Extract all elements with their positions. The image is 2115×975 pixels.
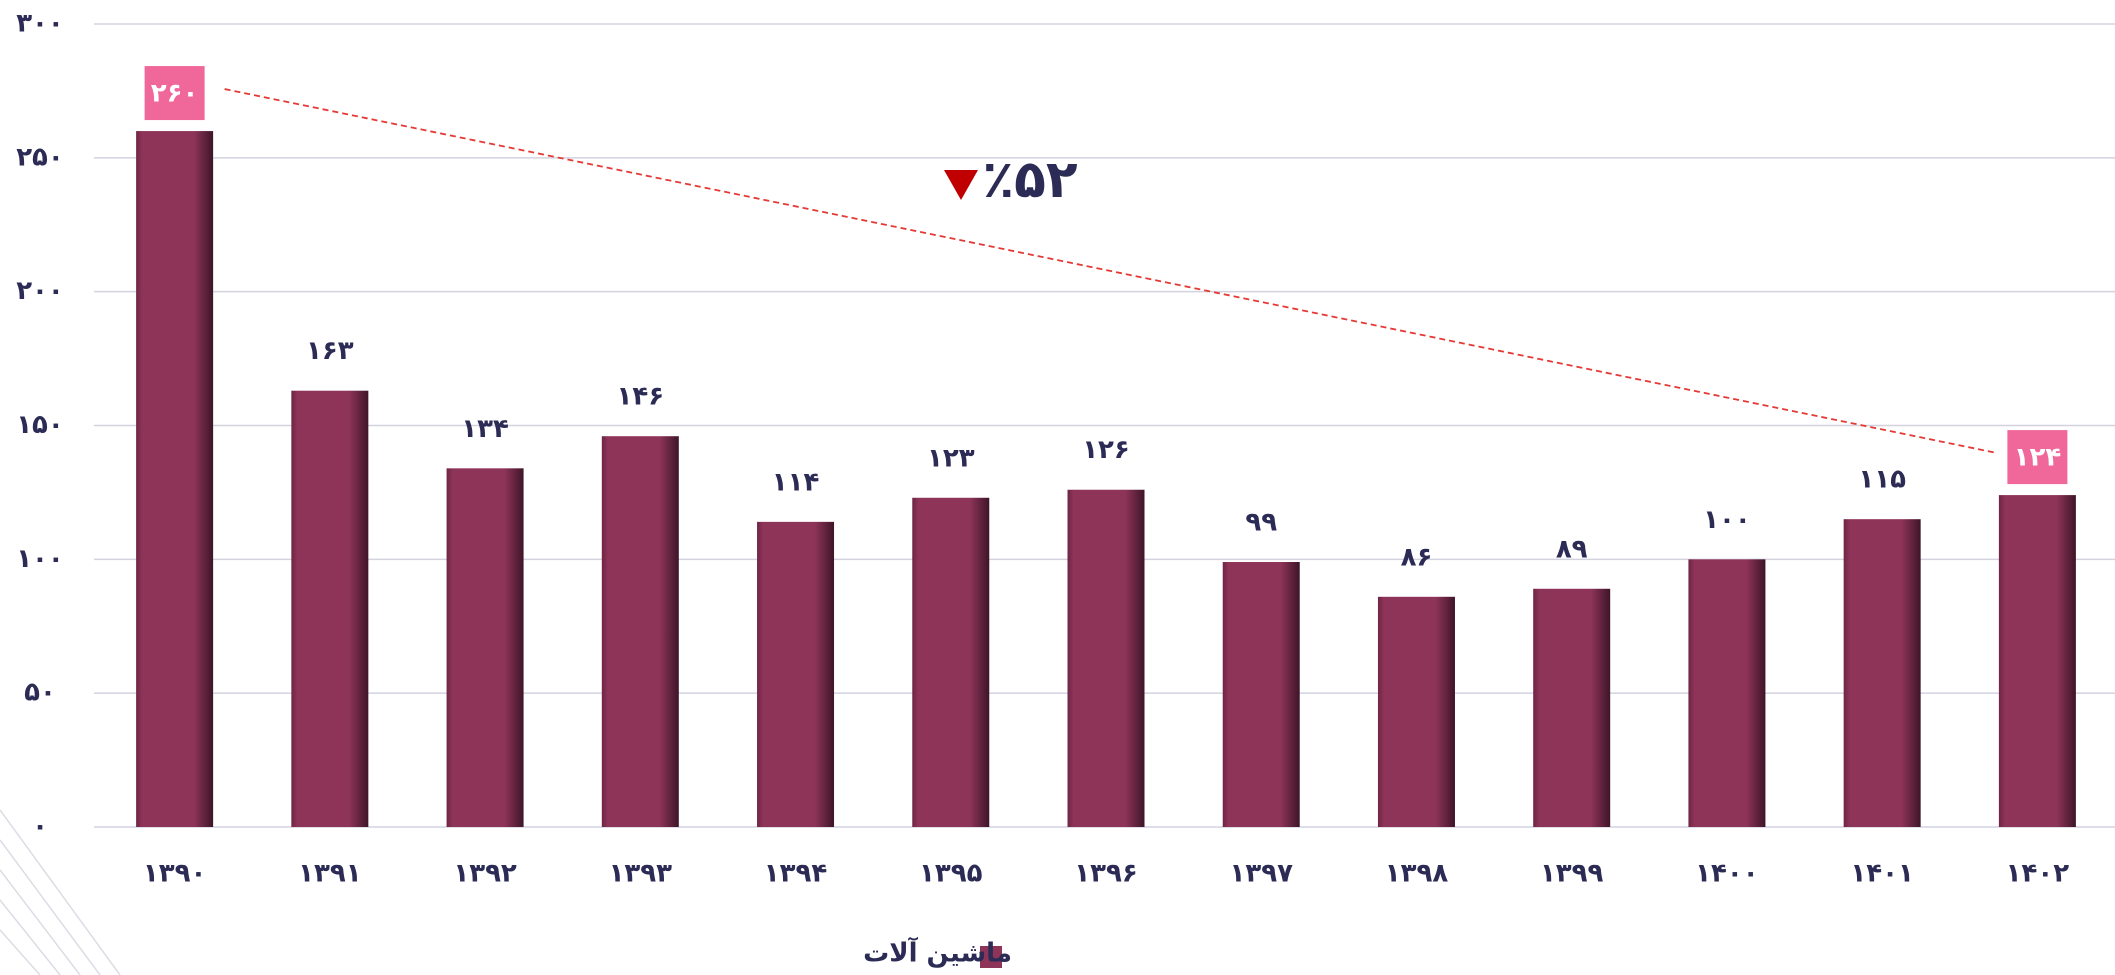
data-label: ۱۰۰ <box>1703 505 1751 535</box>
bar <box>601 436 679 827</box>
x-tick-label: ۱۳۹۸ <box>1385 859 1449 889</box>
data-label: ۱۱۵ <box>1858 465 1906 495</box>
bar <box>291 390 369 827</box>
bar <box>1222 562 1300 827</box>
y-tick-label: ۱۰۰ <box>16 544 64 574</box>
y-tick-label: ۵۰ <box>24 678 56 708</box>
legend-swatch <box>980 946 1002 968</box>
y-tick-label: ۳۰۰ <box>16 9 64 39</box>
x-tick-label: ۱۳۹۰ <box>143 859 206 889</box>
x-tick-label: ۱۳۹۹ <box>1540 859 1604 889</box>
label-box <box>2007 430 2068 485</box>
decoration <box>0 809 121 975</box>
bar <box>1533 588 1611 827</box>
data-label: ۸۹ <box>1556 534 1588 564</box>
x-tick-label: ۱۳۹۱ <box>298 859 361 889</box>
y-tick-label: ۱۵۰ <box>16 410 64 440</box>
trend-line <box>224 88 1998 454</box>
bar <box>1067 489 1145 827</box>
annotation: ٪۵۲ <box>982 150 1077 210</box>
data-label: ۱۲۳ <box>927 443 975 473</box>
bar <box>136 131 214 828</box>
legend-label: ماشین آلات <box>863 937 1012 969</box>
data-label: ۱۲۶ <box>1082 435 1130 465</box>
bar <box>1998 495 2076 827</box>
data-label: ۱۳۴ <box>461 414 509 444</box>
x-tick-label: ۱۴۰۰ <box>1695 859 1758 889</box>
y-tick-label: ۰ <box>32 812 48 842</box>
x-tick-label: ۱۳۹۳ <box>609 859 673 889</box>
x-tick-label: ۱۴۰۲ <box>2006 859 2070 889</box>
bar <box>1377 596 1455 827</box>
x-tick-label: ۱۴۰۱ <box>1850 859 1913 889</box>
data-label: ۱۶۳ <box>306 336 354 366</box>
bar <box>1688 559 1766 827</box>
data-label: ۱۴۶ <box>617 382 665 412</box>
label-box <box>144 66 205 121</box>
data-label: ۱۲۴ <box>2014 443 2062 473</box>
y-tick-label: ۲۵۰ <box>16 142 64 172</box>
data-label: ۱۱۴ <box>772 467 820 497</box>
x-tick-label: ۱۳۹۵ <box>919 859 983 889</box>
down-triangle <box>944 170 978 200</box>
x-tick-label: ۱۳۹۴ <box>764 859 827 889</box>
x-tick-label: ۱۳۹۷ <box>1229 859 1293 889</box>
bar <box>912 497 990 827</box>
x-tick-label: ۱۳۹۲ <box>453 859 517 889</box>
y-tick-label: ۲۰۰ <box>16 276 64 306</box>
data-label: ۲۶۰ <box>151 79 199 109</box>
bar <box>1843 519 1921 827</box>
data-label: ۹۹ <box>1245 508 1277 538</box>
bar <box>757 521 835 827</box>
bar <box>446 468 524 827</box>
x-tick-label: ۱۳۹۶ <box>1074 859 1137 889</box>
data-label: ۸۶ <box>1401 542 1433 572</box>
